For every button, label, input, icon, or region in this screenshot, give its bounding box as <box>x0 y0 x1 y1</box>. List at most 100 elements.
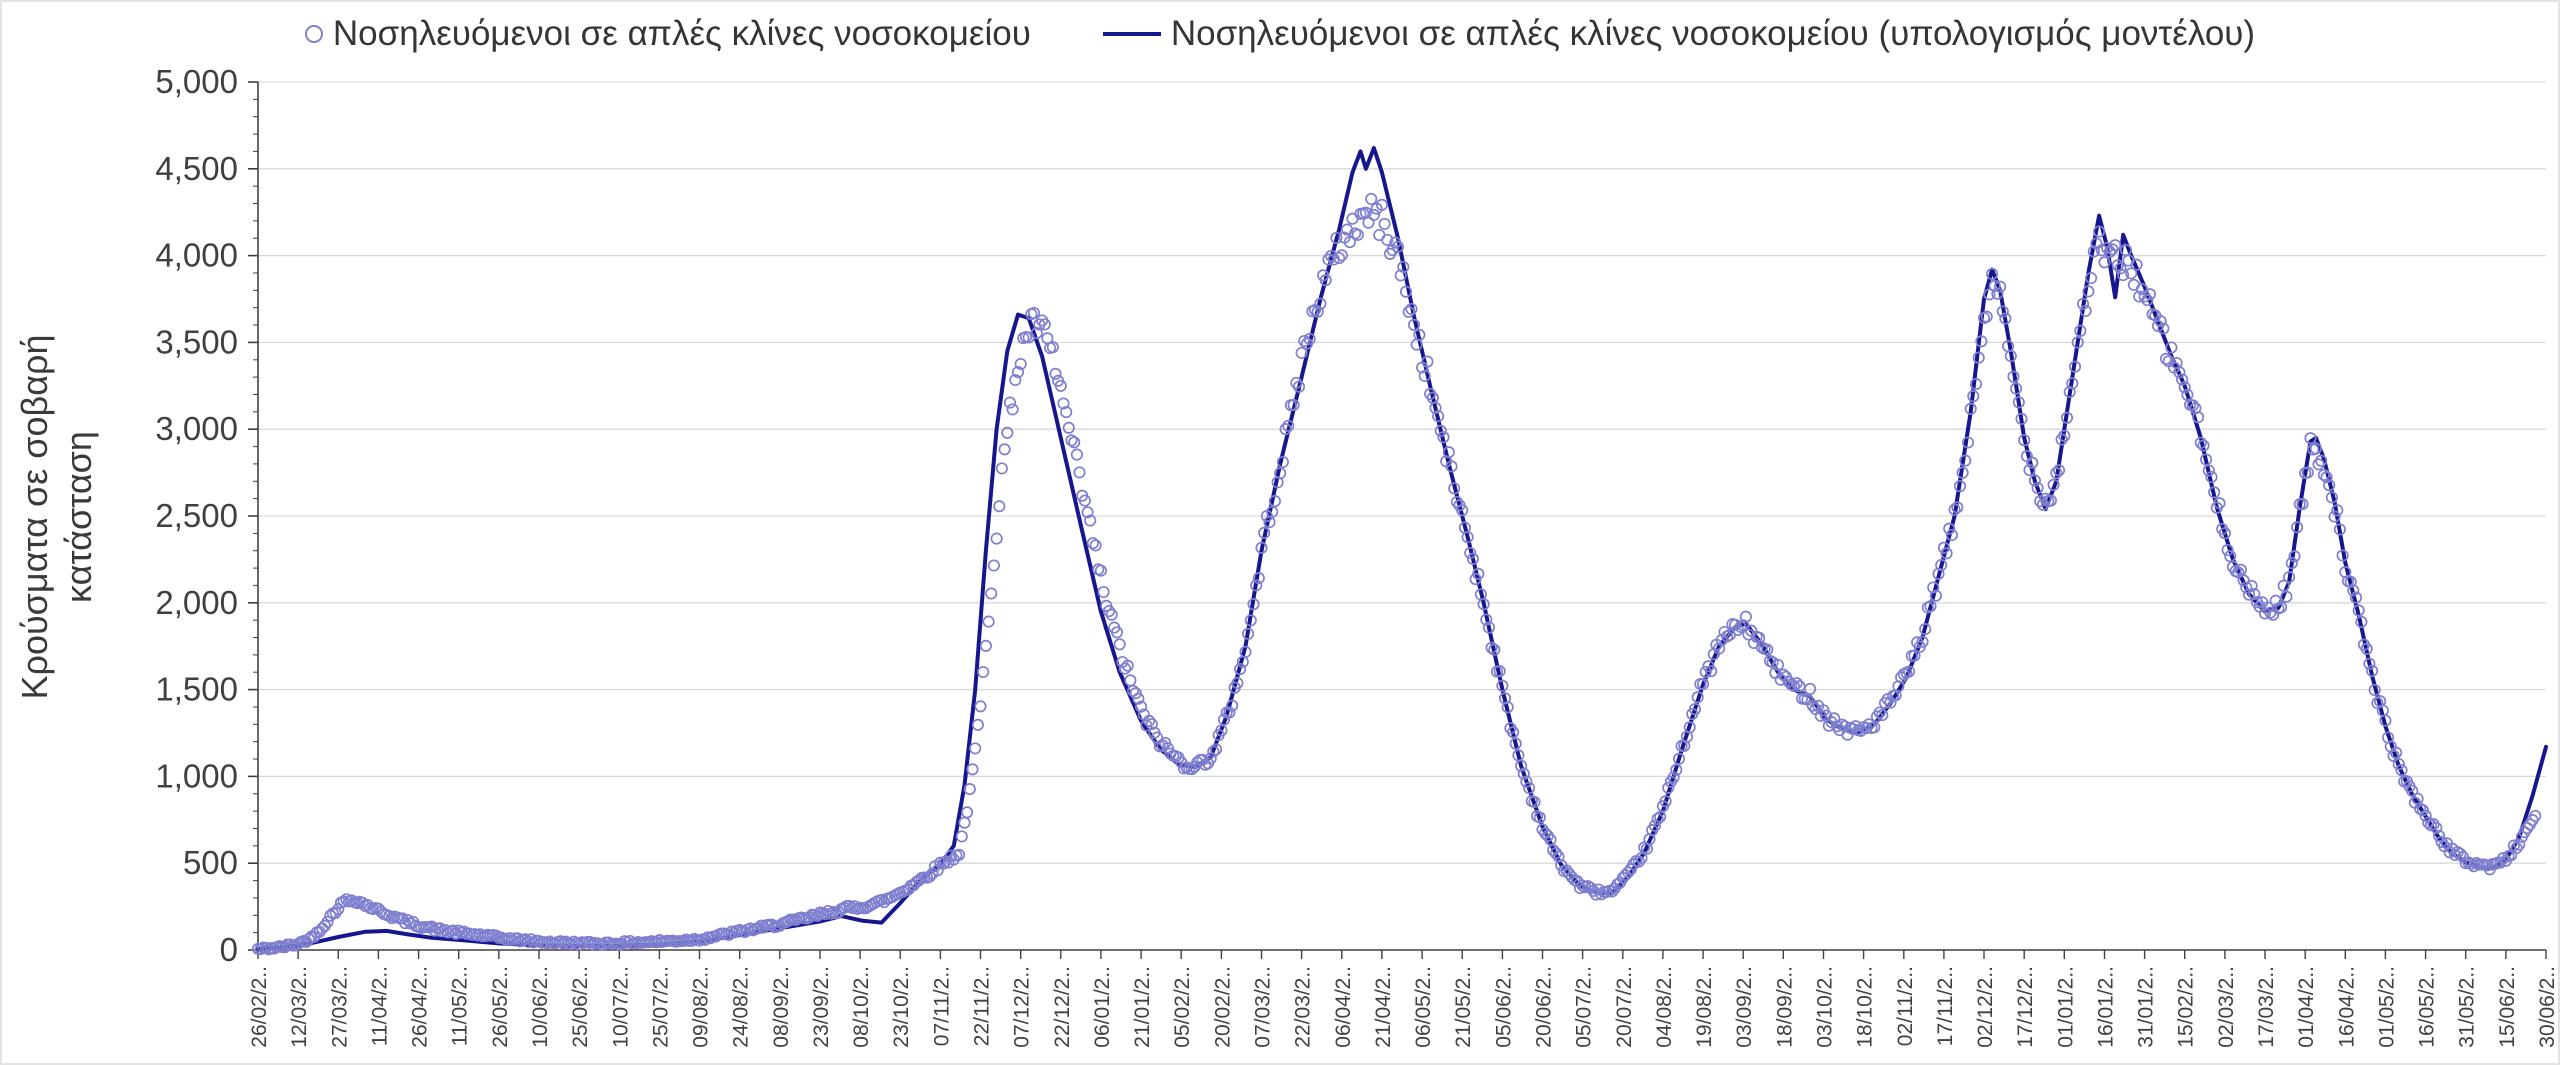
x-axis-tick-label: 21/04/2.. <box>1372 966 1395 1048</box>
x-axis-tick-label: 22/03/2.. <box>1292 966 1315 1048</box>
scatter-point <box>1343 236 1356 249</box>
scatter-point <box>1787 679 1801 693</box>
scatter-point <box>2291 521 2304 534</box>
x-axis-tick-label: 05/02/2.. <box>1171 966 1194 1048</box>
scatter-point <box>356 896 369 909</box>
legend-item-observed: Νοσηλευόμενοι σε απλές κλίνες νοσοκομείο… <box>304 14 1031 54</box>
scatter-point <box>2285 557 2298 570</box>
scatter-point <box>993 500 1006 513</box>
x-axis-tick-label: 25/07/2.. <box>649 966 672 1048</box>
y-axis-tick-label: 5,000 <box>155 63 238 100</box>
x-axis-tick-label: 06/01/2.. <box>1091 966 1114 1048</box>
scatter-point <box>1097 585 1110 599</box>
scatter-point <box>1282 419 1295 432</box>
scatter-point <box>982 615 995 628</box>
scatter-point <box>1250 579 1263 592</box>
x-axis-tick-label: 03/09/2.. <box>1733 966 1756 1048</box>
scatter-point <box>1375 198 1388 211</box>
scatter-point <box>2098 256 2111 269</box>
scatter-point <box>1456 504 1469 517</box>
scatter-point <box>490 929 503 942</box>
scatter-point <box>2432 829 2446 842</box>
scatter-point <box>2052 464 2066 477</box>
y-axis-tick-label: 2,000 <box>155 584 238 621</box>
scatter-point <box>2352 604 2365 617</box>
scatter-point <box>1868 721 1881 734</box>
x-axis-tick-label: 06/04/2.. <box>1332 966 1355 1048</box>
scatter-point <box>1466 552 1479 565</box>
scatter-point <box>971 718 984 731</box>
scatter-point <box>1737 619 1750 632</box>
scatter-point <box>399 917 412 930</box>
x-axis-tick-label: 05/07/2.. <box>1573 966 1596 1048</box>
x-axis-tick-label: 20/07/2.. <box>1613 966 1636 1048</box>
scatter-point <box>955 830 968 843</box>
scatter-point <box>1242 627 1255 640</box>
x-axis-tick-label: 02/03/2.. <box>2215 966 2238 1048</box>
scatter-point <box>2349 591 2363 604</box>
scatter-point <box>1670 763 1683 776</box>
scatter-point <box>2058 429 2071 442</box>
scatter-point <box>1001 426 1014 439</box>
scatter-point <box>2507 839 2520 852</box>
scatter-point <box>1124 674 1137 687</box>
x-axis-tick-label: 17/03/2.. <box>2255 966 2278 1048</box>
scatter-point <box>1207 745 1220 758</box>
scatter-point <box>2117 269 2130 282</box>
scatter-point <box>2347 584 2360 597</box>
scatter-point <box>2328 510 2341 523</box>
scatter-point <box>1060 406 1073 419</box>
scatter-point <box>953 848 966 861</box>
scatter-point <box>1688 703 1702 716</box>
x-axis-tick-label: 04/08/2.. <box>1653 966 1676 1048</box>
scatter-point <box>2114 262 2127 275</box>
scatter-point <box>1252 572 1265 585</box>
scatter-point <box>1070 448 1083 461</box>
scatter-point <box>2165 341 2178 354</box>
x-axis-tick-label: 10/07/2.. <box>609 966 632 1048</box>
x-axis-tick-label: 15/02/2.. <box>2175 966 2198 1048</box>
scatter-point <box>1445 460 1458 473</box>
y-axis-tick-label: 500 <box>183 844 238 881</box>
scatter-point <box>1804 682 1817 695</box>
scatter-point <box>2344 575 2357 588</box>
scatter-point <box>1397 260 1410 273</box>
scatter-point <box>1298 334 1311 348</box>
scatter-point <box>2111 259 2124 272</box>
scatter-point <box>2208 486 2221 499</box>
y-axis-title: Κρούσματα σε σοβαρή κατάσταση <box>14 334 99 700</box>
x-axis-tick-label: 02/11/2.. <box>1894 966 1917 1046</box>
scatter-point <box>1226 699 1239 712</box>
scatter-point <box>1980 310 1993 323</box>
x-axis-tick-label: 02/12/2.. <box>1974 966 1997 1048</box>
scatter-point <box>2076 297 2090 310</box>
scatter-point <box>990 532 1003 545</box>
scatter-point <box>2275 601 2288 614</box>
scatter-point <box>1948 503 1961 516</box>
scatter-point <box>1485 641 1498 654</box>
y-axis-tick-label: 1,000 <box>155 757 238 794</box>
scatter-point <box>1405 302 1418 316</box>
scatter-point <box>2395 764 2408 777</box>
scatter-point <box>1215 724 1228 737</box>
scatter-point <box>1009 373 1022 387</box>
scatter-point <box>2368 683 2381 697</box>
scatter-point <box>2363 657 2376 670</box>
y-axis-tick-label: 3,000 <box>155 410 238 447</box>
scatter-point <box>1135 700 1148 713</box>
scatter-point <box>1432 410 1445 423</box>
scatter-point <box>1274 467 1287 480</box>
scatter-point <box>524 933 538 946</box>
scatter-point <box>2296 498 2309 511</box>
scatter-point <box>401 914 414 927</box>
scatter-point <box>2248 587 2261 601</box>
x-axis-tick-label: 07/03/2.. <box>1252 966 1275 1048</box>
scatter-point <box>1143 714 1156 727</box>
scatter-point <box>1953 480 1967 493</box>
scatter-point <box>1450 495 1463 509</box>
scatter-point <box>1975 335 1988 348</box>
scatter-point <box>1988 279 2001 292</box>
scatter-point <box>1488 643 1501 656</box>
scatter-point <box>2205 470 2218 484</box>
